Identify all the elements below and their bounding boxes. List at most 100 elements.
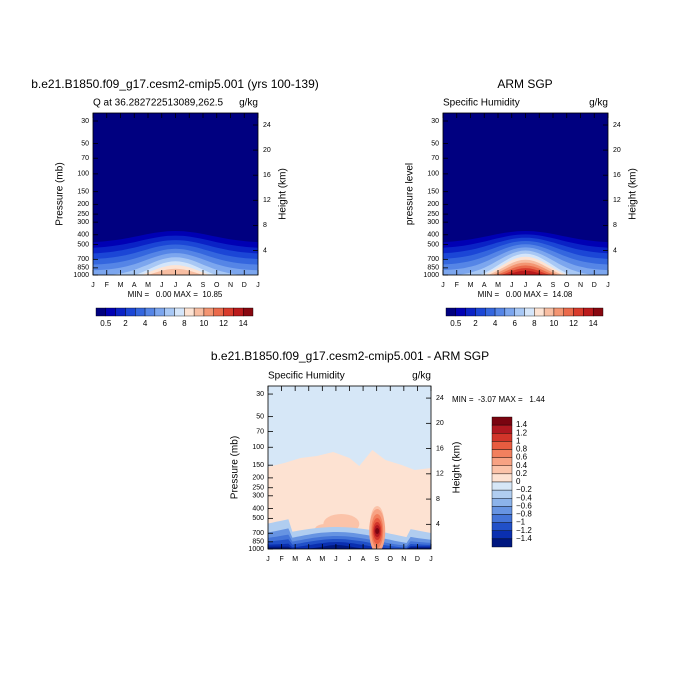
y-tick-label: 300 bbox=[252, 493, 264, 500]
colorbar-label: −0.8 bbox=[516, 510, 532, 519]
panel-units: g/kg bbox=[589, 98, 608, 109]
y-tick-label: 50 bbox=[431, 140, 439, 147]
colorbar-box bbox=[491, 473, 513, 483]
y-tick-label: 100 bbox=[252, 444, 264, 451]
colorbar-box bbox=[105, 307, 116, 317]
y-tick-label: 250 bbox=[427, 211, 439, 218]
y2-tick-label: 20 bbox=[613, 147, 621, 154]
colorbar-label: 0.6 bbox=[516, 453, 528, 462]
stats: MIN = 0.00 MAX = 10.85 bbox=[128, 290, 223, 299]
colorbar-label: 1 bbox=[516, 436, 521, 445]
x-tick-label: A bbox=[482, 282, 487, 289]
colorbar-box bbox=[115, 307, 126, 317]
panel-title: b.e21.B1850.f09_g17.cesm2-cmip5.001 - AR… bbox=[211, 349, 489, 363]
colorbar-label: 0.5 bbox=[100, 319, 112, 328]
colorbar-label: 12 bbox=[569, 319, 578, 328]
colorbar-box bbox=[491, 424, 513, 434]
colorbar-box bbox=[233, 307, 244, 317]
colorbar-box bbox=[164, 307, 175, 317]
y-tick-label: 300 bbox=[427, 219, 439, 226]
y-axis-label: Pressure (mb) bbox=[55, 162, 66, 225]
y-tick-label: 700 bbox=[427, 256, 439, 263]
y-tick-label: 30 bbox=[256, 391, 264, 398]
field bbox=[268, 386, 431, 549]
colorbar-box bbox=[485, 307, 496, 317]
x-tick-label: N bbox=[228, 282, 233, 289]
y-tick-label: 700 bbox=[252, 530, 264, 537]
y2-tick-label: 16 bbox=[613, 172, 621, 179]
colorbar-label: 1.4 bbox=[516, 420, 528, 429]
y2-tick-label: 4 bbox=[613, 247, 617, 254]
y-tick-label: 1000 bbox=[423, 272, 439, 279]
colorbar-box bbox=[455, 307, 466, 317]
y2-tick-label: 8 bbox=[263, 222, 267, 229]
x-tick-label: N bbox=[578, 282, 583, 289]
y2-tick-label: 24 bbox=[436, 395, 444, 402]
colorbar-label: 8 bbox=[532, 319, 537, 328]
colorbar-box bbox=[491, 449, 513, 458]
colorbar-box bbox=[491, 433, 513, 442]
x-tick-label: D bbox=[242, 282, 247, 289]
y-tick-label: 1000 bbox=[73, 272, 89, 279]
y-tick-label: 500 bbox=[252, 515, 264, 522]
y2-tick-label: 24 bbox=[613, 122, 621, 129]
x-tick-label: F bbox=[455, 282, 459, 289]
y2-axis-label: Height (km) bbox=[628, 168, 639, 220]
x-tick-label: O bbox=[388, 556, 394, 563]
x-tick-label: A bbox=[361, 556, 366, 563]
y-tick-label: 70 bbox=[256, 428, 264, 435]
colorbar-label: 8 bbox=[182, 319, 187, 328]
x-tick-label: J bbox=[174, 282, 178, 289]
y-tick-label: 200 bbox=[252, 475, 264, 482]
x-tick-label: J bbox=[91, 282, 95, 289]
colorbar-label: 12 bbox=[219, 319, 228, 328]
colorbar-box bbox=[184, 307, 195, 317]
colorbar-box bbox=[504, 307, 515, 317]
y-tick-label: 150 bbox=[252, 462, 264, 469]
panel-units: g/kg bbox=[239, 98, 258, 109]
colorbar-label: −1 bbox=[516, 518, 526, 527]
x-tick-label: A bbox=[187, 282, 192, 289]
colorbar-label: 6 bbox=[512, 319, 517, 328]
colorbar-box bbox=[491, 514, 513, 523]
y-tick-label: 300 bbox=[77, 219, 89, 226]
x-tick-label: M bbox=[319, 556, 325, 563]
y-tick-label: 400 bbox=[427, 232, 439, 239]
stats: MIN = 0.00 MAX = 14.08 bbox=[478, 290, 573, 299]
x-tick-label: J bbox=[160, 282, 164, 289]
x-tick-label: J bbox=[524, 282, 528, 289]
y-tick-label: 30 bbox=[431, 118, 439, 125]
y-tick-label: 850 bbox=[77, 265, 89, 272]
y-axis-label: Pressure (mb) bbox=[230, 436, 241, 499]
x-tick-label: O bbox=[564, 282, 570, 289]
x-tick-label: J bbox=[606, 282, 610, 289]
colorbar-box bbox=[491, 522, 513, 531]
colorbar-box bbox=[491, 506, 513, 515]
y-tick-label: 250 bbox=[77, 211, 89, 218]
colorbar-box bbox=[491, 489, 513, 499]
y-tick-label: 250 bbox=[252, 485, 264, 492]
colorbar-label: 0 bbox=[516, 477, 521, 486]
y2-axis-label: Height (km) bbox=[278, 168, 289, 220]
panel: 3050701001502002503004005007008501000481… bbox=[31, 77, 319, 328]
colorbar-box bbox=[573, 307, 584, 317]
y-tick-label: 30 bbox=[81, 118, 89, 125]
y-tick-label: 150 bbox=[77, 189, 89, 196]
colorbar-box bbox=[583, 307, 594, 317]
y-tick-label: 850 bbox=[252, 539, 264, 546]
panel-title: ARM SGP bbox=[497, 77, 552, 91]
colorbar-label: 6 bbox=[162, 319, 167, 328]
y2-tick-label: 16 bbox=[263, 172, 271, 179]
x-tick-label: O bbox=[214, 282, 220, 289]
panel: 3050701001502002503004005007008501000481… bbox=[211, 349, 546, 563]
colorbar-box bbox=[95, 307, 107, 317]
field bbox=[443, 113, 608, 275]
colorbar-box bbox=[491, 538, 513, 548]
colorbar-box bbox=[543, 307, 555, 317]
colorbar-box bbox=[135, 307, 146, 317]
y2-tick-label: 20 bbox=[436, 420, 444, 427]
colorbar-box bbox=[534, 307, 545, 317]
colorbar-box bbox=[242, 307, 254, 317]
